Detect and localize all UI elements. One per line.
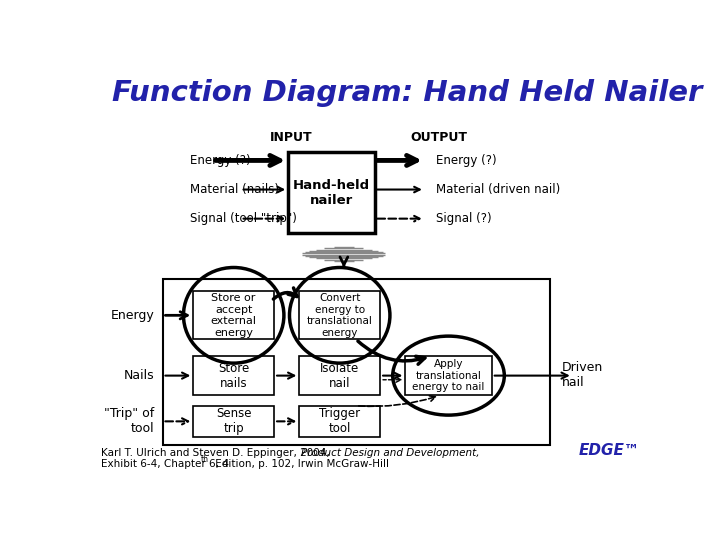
FancyBboxPatch shape xyxy=(193,356,274,395)
Text: Convert
energy to
translational
energy: Convert energy to translational energy xyxy=(307,293,373,338)
FancyBboxPatch shape xyxy=(300,406,380,437)
Text: INPUT: INPUT xyxy=(269,131,312,144)
Text: Exhibit 6-4, Chapter 6, 4: Exhibit 6-4, Chapter 6, 4 xyxy=(101,460,229,469)
Text: Driven
nail: Driven nail xyxy=(562,361,603,389)
Text: Product Design and Development,: Product Design and Development, xyxy=(301,448,480,458)
Text: Material (driven nail): Material (driven nail) xyxy=(436,183,560,196)
FancyBboxPatch shape xyxy=(405,356,492,395)
Text: th: th xyxy=(200,455,209,464)
FancyBboxPatch shape xyxy=(193,292,274,339)
Text: Signal (?): Signal (?) xyxy=(436,212,492,225)
Text: Material (nails): Material (nails) xyxy=(190,183,279,196)
Text: Store or
accept
external
energy: Store or accept external energy xyxy=(211,293,257,338)
Text: Apply
translational
energy to nail: Apply translational energy to nail xyxy=(413,359,485,392)
Text: Hand-held
nailer: Hand-held nailer xyxy=(293,179,370,207)
Text: "Trip" of
tool: "Trip" of tool xyxy=(104,407,154,435)
Text: Function Diagram: Hand Held Nailer: Function Diagram: Hand Held Nailer xyxy=(112,79,703,107)
FancyBboxPatch shape xyxy=(163,279,550,446)
Text: Energy: Energy xyxy=(110,309,154,322)
FancyBboxPatch shape xyxy=(288,152,374,233)
Text: Energy (?): Energy (?) xyxy=(436,154,497,167)
Text: OUTPUT: OUTPUT xyxy=(410,131,467,144)
Text: Karl T. Ulrich and Steven D. Eppinger, 2004,: Karl T. Ulrich and Steven D. Eppinger, 2… xyxy=(101,448,333,458)
Text: Edition, p. 102, Irwin McGraw-Hill: Edition, p. 102, Irwin McGraw-Hill xyxy=(212,460,389,469)
Text: Isolate
nail: Isolate nail xyxy=(320,362,359,390)
Text: Nails: Nails xyxy=(124,369,154,382)
Text: Store
nails: Store nails xyxy=(218,362,249,390)
FancyBboxPatch shape xyxy=(193,406,274,437)
Text: Trigger
tool: Trigger tool xyxy=(319,407,360,435)
Text: Signal (tool "trip"): Signal (tool "trip") xyxy=(190,212,297,225)
FancyBboxPatch shape xyxy=(300,356,380,395)
Text: Energy (?): Energy (?) xyxy=(190,154,251,167)
FancyBboxPatch shape xyxy=(300,292,380,339)
Text: Sense
trip: Sense trip xyxy=(216,407,251,435)
Text: EDGE™: EDGE™ xyxy=(578,443,639,458)
